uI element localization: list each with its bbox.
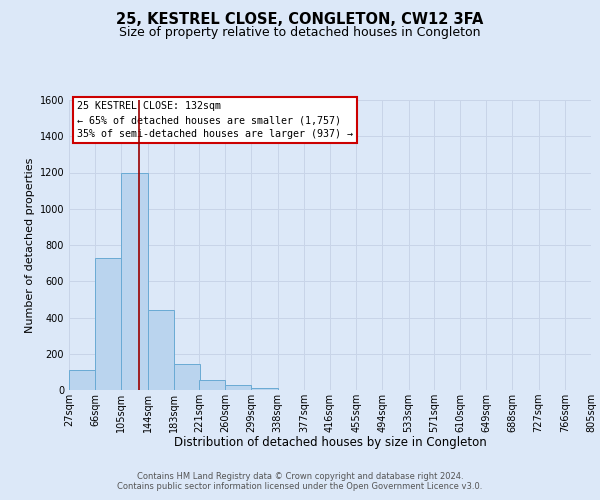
X-axis label: Distribution of detached houses by size in Congleton: Distribution of detached houses by size …: [173, 436, 487, 450]
Bar: [173, 364, 200, 390]
Bar: [226, 384, 251, 390]
Text: 25, KESTREL CLOSE, CONGLETON, CW12 3FA: 25, KESTREL CLOSE, CONGLETON, CW12 3FA: [116, 12, 484, 28]
Bar: [251, 388, 278, 390]
Text: Contains HM Land Registry data © Crown copyright and database right 2024.: Contains HM Land Registry data © Crown c…: [137, 472, 463, 481]
Bar: [199, 380, 226, 390]
Bar: [95, 258, 121, 390]
Text: Size of property relative to detached houses in Congleton: Size of property relative to detached ho…: [119, 26, 481, 39]
Text: 25 KESTREL CLOSE: 132sqm
← 65% of detached houses are smaller (1,757)
35% of sem: 25 KESTREL CLOSE: 132sqm ← 65% of detach…: [77, 102, 353, 140]
Text: Contains public sector information licensed under the Open Government Licence v3: Contains public sector information licen…: [118, 482, 482, 491]
Y-axis label: Number of detached properties: Number of detached properties: [25, 158, 35, 332]
Bar: [121, 172, 148, 390]
Bar: [69, 370, 95, 390]
Bar: [148, 310, 173, 390]
